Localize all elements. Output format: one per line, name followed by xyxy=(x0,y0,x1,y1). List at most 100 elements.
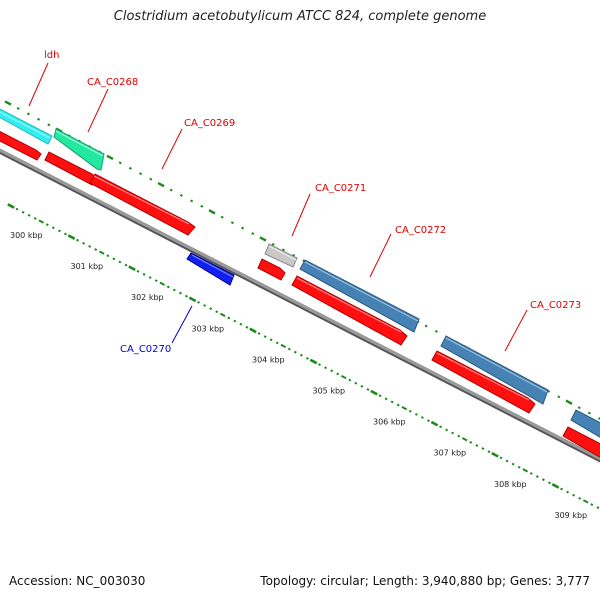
kbp-tick-label: 308 kbp xyxy=(494,480,527,489)
kbp-ruler-dot xyxy=(336,372,340,376)
kbp-ruler-dot xyxy=(239,322,243,326)
kbp-ruler-dot xyxy=(280,343,287,349)
gene-labels: ldh CA_C0268 CA_C0269 CA_C0270 CA_C0271 … xyxy=(44,50,581,355)
gene-features xyxy=(0,106,600,458)
kbp-ruler-dot xyxy=(408,409,412,413)
ruler-dot xyxy=(118,161,122,165)
kbp-ruler-dot xyxy=(596,506,600,510)
kbp-ruler-dot xyxy=(45,223,49,227)
kbp-ruler-dot xyxy=(38,219,45,224)
kbp-tick-mark xyxy=(7,203,15,209)
kbp-ruler-dot xyxy=(582,499,589,504)
gene-CA_C0270[interactable] xyxy=(186,252,235,286)
kbp-tick-label: 303 kbp xyxy=(192,324,225,333)
label-CA_C0268[interactable]: CA_C0268 xyxy=(87,77,138,88)
ruler-dot xyxy=(128,166,132,170)
kbp-ruler: 300 kbp 301 kbp 302 kbp 303 kbp 304 kbp 305 k… xyxy=(7,203,600,520)
ruler-dot xyxy=(241,226,245,230)
kbp-ruler-dot xyxy=(15,207,19,211)
cds-CA_C0273[interactable] xyxy=(431,350,536,414)
kbp-ruler-dot xyxy=(401,406,408,411)
kbp-ruler-dot xyxy=(148,276,152,279)
kbp-ruler-dot xyxy=(378,394,382,398)
kbp-ruler-dot xyxy=(82,241,86,245)
kbp-ruler-dot xyxy=(360,384,364,388)
kbp-ruler-dot xyxy=(215,310,219,314)
ruler-major-dot xyxy=(259,236,267,242)
label-CA_C0273[interactable]: CA_C0273 xyxy=(530,300,581,311)
ruler-dot xyxy=(424,324,428,328)
accession-label: Accession: xyxy=(9,574,73,588)
length-label: Length: xyxy=(372,574,419,588)
kbp-tick-mark xyxy=(67,234,76,240)
topology-label: Topology: xyxy=(260,574,317,588)
kbp-ruler-dot xyxy=(414,412,418,416)
kbp-ruler-dot xyxy=(487,450,491,454)
cds-CA_C0269[interactable] xyxy=(89,173,196,236)
kbp-tick-mark xyxy=(249,327,257,334)
label-CA_C0269[interactable]: CA_C0269 xyxy=(184,118,235,129)
label-CA_C0270[interactable]: CA_C0270 xyxy=(120,344,171,355)
kbp-ruler-dot xyxy=(390,400,394,404)
kbp-ruler-dot xyxy=(566,490,570,494)
gene-next-partial xyxy=(570,409,600,438)
kbp-ruler-dot xyxy=(88,245,92,248)
kbp-ruler-dot xyxy=(457,434,461,438)
gene-ldh[interactable] xyxy=(0,106,53,145)
kbp-tick-mark xyxy=(188,296,197,303)
label-CA_C0271[interactable]: CA_C0271 xyxy=(315,183,366,194)
kbp-ruler-dot xyxy=(451,431,455,435)
kbp-ruler-dot xyxy=(324,366,328,370)
kbp-ruler-dot xyxy=(245,325,249,329)
genes-value: 3,777 xyxy=(555,574,590,588)
label-CA_C0272[interactable]: CA_C0272 xyxy=(395,225,446,236)
kbp-ruler-dot xyxy=(505,459,509,463)
kbp-ruler-dot xyxy=(572,493,576,497)
kbp-ruler-dot xyxy=(227,316,231,320)
cds-next-partial xyxy=(562,426,600,458)
kbp-ruler-dot xyxy=(306,356,309,360)
ruler-major-dot xyxy=(157,181,165,188)
kbp-ruler-dot xyxy=(511,462,515,466)
gene-CA_C0271[interactable] xyxy=(264,243,298,268)
ruler-major-dot xyxy=(106,154,114,161)
kbp-ruler-dot xyxy=(27,213,31,217)
kbp-ruler-dot xyxy=(233,319,237,323)
kbp-ruler-dot xyxy=(136,269,140,273)
kbp-tick-mark xyxy=(430,420,439,427)
kbp-ruler-dot xyxy=(275,341,279,345)
cds-ldh[interactable] xyxy=(0,129,42,161)
ruler-dot xyxy=(149,177,153,181)
kbp-ruler-dot xyxy=(172,288,176,292)
gene-CA_C0273[interactable] xyxy=(440,335,549,405)
kbp-tick-mark xyxy=(128,265,136,272)
cds-CA_C0271[interactable] xyxy=(257,258,286,281)
gene-CA_C0268[interactable] xyxy=(53,128,105,171)
topology-value: circular xyxy=(320,574,365,588)
ruler-dot xyxy=(230,221,234,225)
length-value: 3,940,880 bp xyxy=(421,574,502,588)
ruler-dot xyxy=(37,117,41,121)
kbp-ruler-dot xyxy=(124,263,128,267)
ruler-dot xyxy=(281,248,285,252)
kbp-tick-mark xyxy=(309,358,318,365)
kbp-tick-label: 306 kbp xyxy=(373,418,406,427)
kbp-tick-label: 302 kbp xyxy=(131,293,164,302)
ruler-dot xyxy=(200,204,204,208)
kbp-ruler-dot xyxy=(469,440,473,444)
kbp-ruler-dot xyxy=(299,353,303,357)
kbp-ruler-dot xyxy=(475,444,479,447)
kbp-ruler-dot xyxy=(263,335,267,339)
kbp-tick-label: 300 kbp xyxy=(10,231,43,240)
kbp-ruler-dot xyxy=(522,468,529,473)
kbp-ruler-dot xyxy=(106,254,110,258)
kbp-ruler-dot xyxy=(166,285,170,289)
cds-CA_C0272[interactable] xyxy=(291,275,408,346)
kbp-ruler-dot xyxy=(159,281,166,286)
genes-label: Genes: xyxy=(509,574,552,588)
gene-CA_C0272[interactable] xyxy=(299,259,420,333)
label-ldh[interactable]: ldh xyxy=(44,50,59,61)
kbp-ruler-dot xyxy=(384,397,388,401)
ruler-dot xyxy=(271,242,275,246)
